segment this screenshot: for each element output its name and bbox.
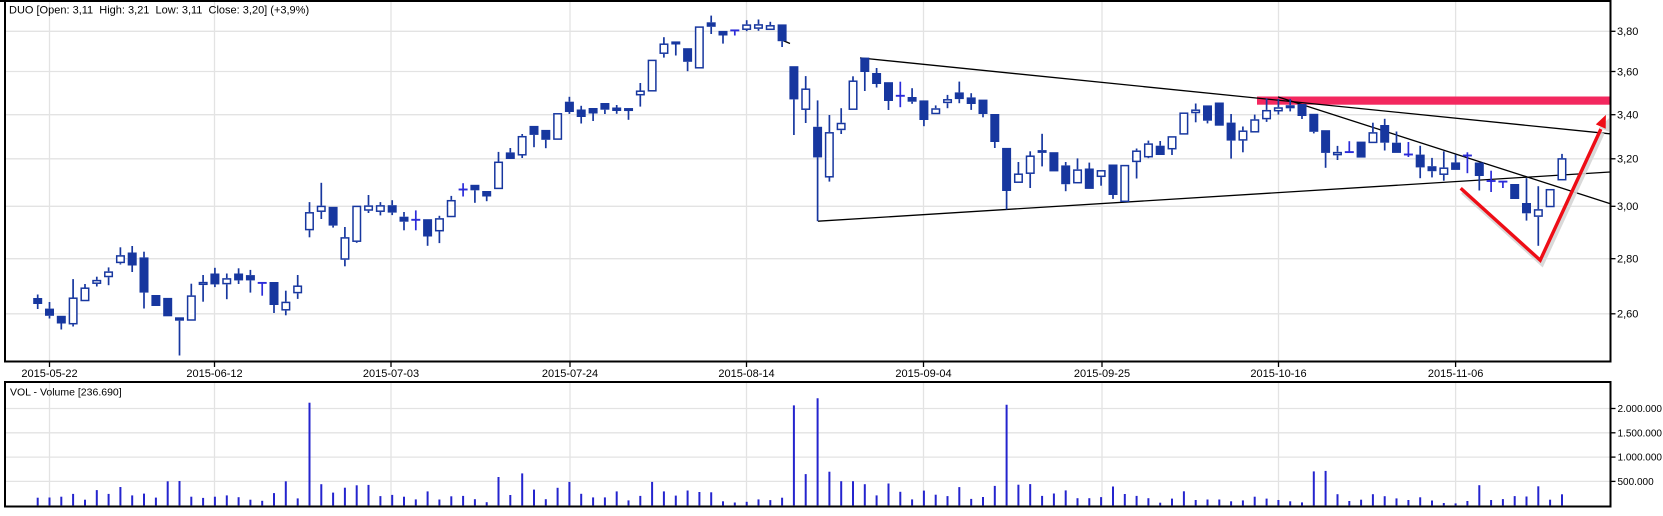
svg-text:2015-11-06: 2015-11-06 [1428,368,1483,380]
svg-text:2.000.000: 2.000.000 [1618,404,1663,415]
svg-text:2,80: 2,80 [1617,254,1638,266]
svg-text:2015-07-03: 2015-07-03 [363,368,419,380]
svg-text:VOL - Volume [236.690]: VOL - Volume [236.690] [10,387,122,399]
svg-text:2015-09-04: 2015-09-04 [895,368,951,380]
svg-text:1.000.000: 1.000.000 [1618,453,1663,464]
svg-text:2,60: 2,60 [1617,309,1638,321]
svg-text:3,00: 3,00 [1617,201,1638,213]
svg-text:2015-07-24: 2015-07-24 [542,368,598,380]
svg-text:1.500.000: 1.500.000 [1618,428,1663,439]
svg-text:2015-06-12: 2015-06-12 [186,368,242,380]
svg-text:2015-08-14: 2015-08-14 [718,368,774,380]
svg-text:DUO [Open: 3,11 High: 3,21 L: DUO [Open: 3,11 High: 3,21 Low: 3,11 Clo… [9,5,309,17]
svg-text:2015-05-22: 2015-05-22 [21,368,77,380]
svg-text:2015-10-16: 2015-10-16 [1250,368,1306,380]
svg-text:3,40: 3,40 [1617,110,1638,122]
svg-text:2015-09-25: 2015-09-25 [1074,368,1130,380]
svg-text:3,20: 3,20 [1617,154,1638,166]
svg-text:3,60: 3,60 [1617,66,1638,78]
svg-text:500.000: 500.000 [1618,477,1655,488]
svg-text:3,80: 3,80 [1617,26,1638,38]
